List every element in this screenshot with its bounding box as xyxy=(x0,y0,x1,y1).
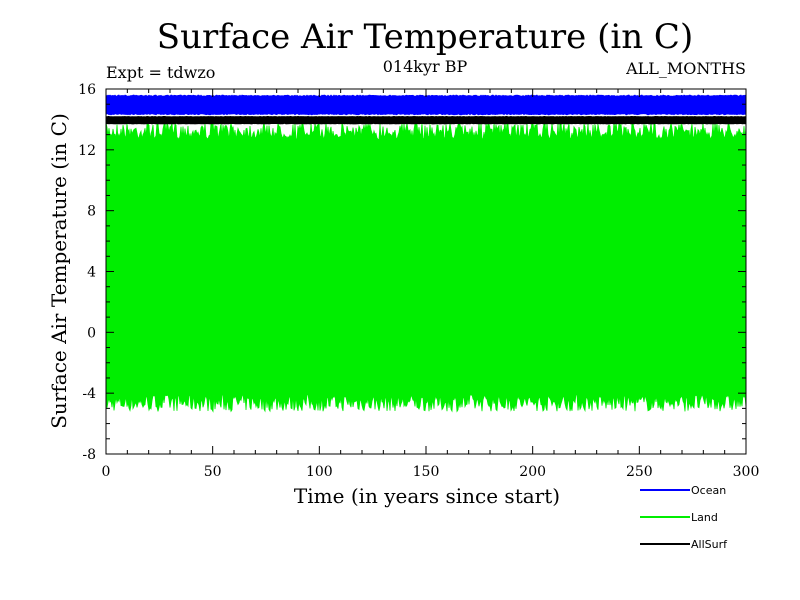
legend-label: Ocean xyxy=(691,484,726,497)
x-tick-label: 150 xyxy=(413,464,440,480)
series-allsurf xyxy=(105,115,747,125)
legend-item-land: Land xyxy=(640,511,718,524)
y-tick-label: 16 xyxy=(78,82,96,98)
series-allsurf-band xyxy=(105,115,747,125)
subtitle-left: Expt = tdwzo xyxy=(106,63,215,82)
x-tick-label: 100 xyxy=(306,464,333,480)
x-tick-label: 200 xyxy=(519,464,546,480)
x-tick-label: 50 xyxy=(204,464,222,480)
subtitle-right: ALL_MONTHS xyxy=(625,59,746,78)
legend-item-ocean: Ocean xyxy=(640,484,726,497)
y-tick-label: -8 xyxy=(82,447,96,463)
legend-item-allsurf: AllSurf xyxy=(640,538,728,551)
legend: Ocean Land AllSurf xyxy=(640,484,728,551)
y-tick-label: 12 xyxy=(78,143,96,159)
legend-label: Land xyxy=(691,511,718,524)
series-ocean-band xyxy=(105,94,747,116)
series-land xyxy=(105,120,747,413)
series-ocean xyxy=(105,94,747,116)
plot-series xyxy=(105,94,747,413)
y-tick-label: 4 xyxy=(87,265,96,281)
axis-frame xyxy=(105,88,747,455)
y-tick-label: 8 xyxy=(87,204,96,220)
series-land-band xyxy=(105,120,747,413)
tick-labels: 0 50 100 150 200 250 300 -8 -4 0 4 8 12 16 xyxy=(78,82,759,480)
y-tick-label: 0 xyxy=(87,325,96,341)
x-tick-label: 0 xyxy=(102,464,111,480)
x-tick-label: 300 xyxy=(733,464,760,480)
y-tick-label: -4 xyxy=(82,386,96,402)
x-tick-label: 250 xyxy=(626,464,653,480)
chart-title: Surface Air Temperature (in C) xyxy=(157,17,693,57)
x-axis-label: Time (in years since start) xyxy=(294,484,560,508)
subtitle-center: 014kyr BP xyxy=(383,57,468,76)
legend-label: AllSurf xyxy=(691,538,728,551)
y-axis-label: Surface Air Temperature (in C) xyxy=(47,113,71,429)
